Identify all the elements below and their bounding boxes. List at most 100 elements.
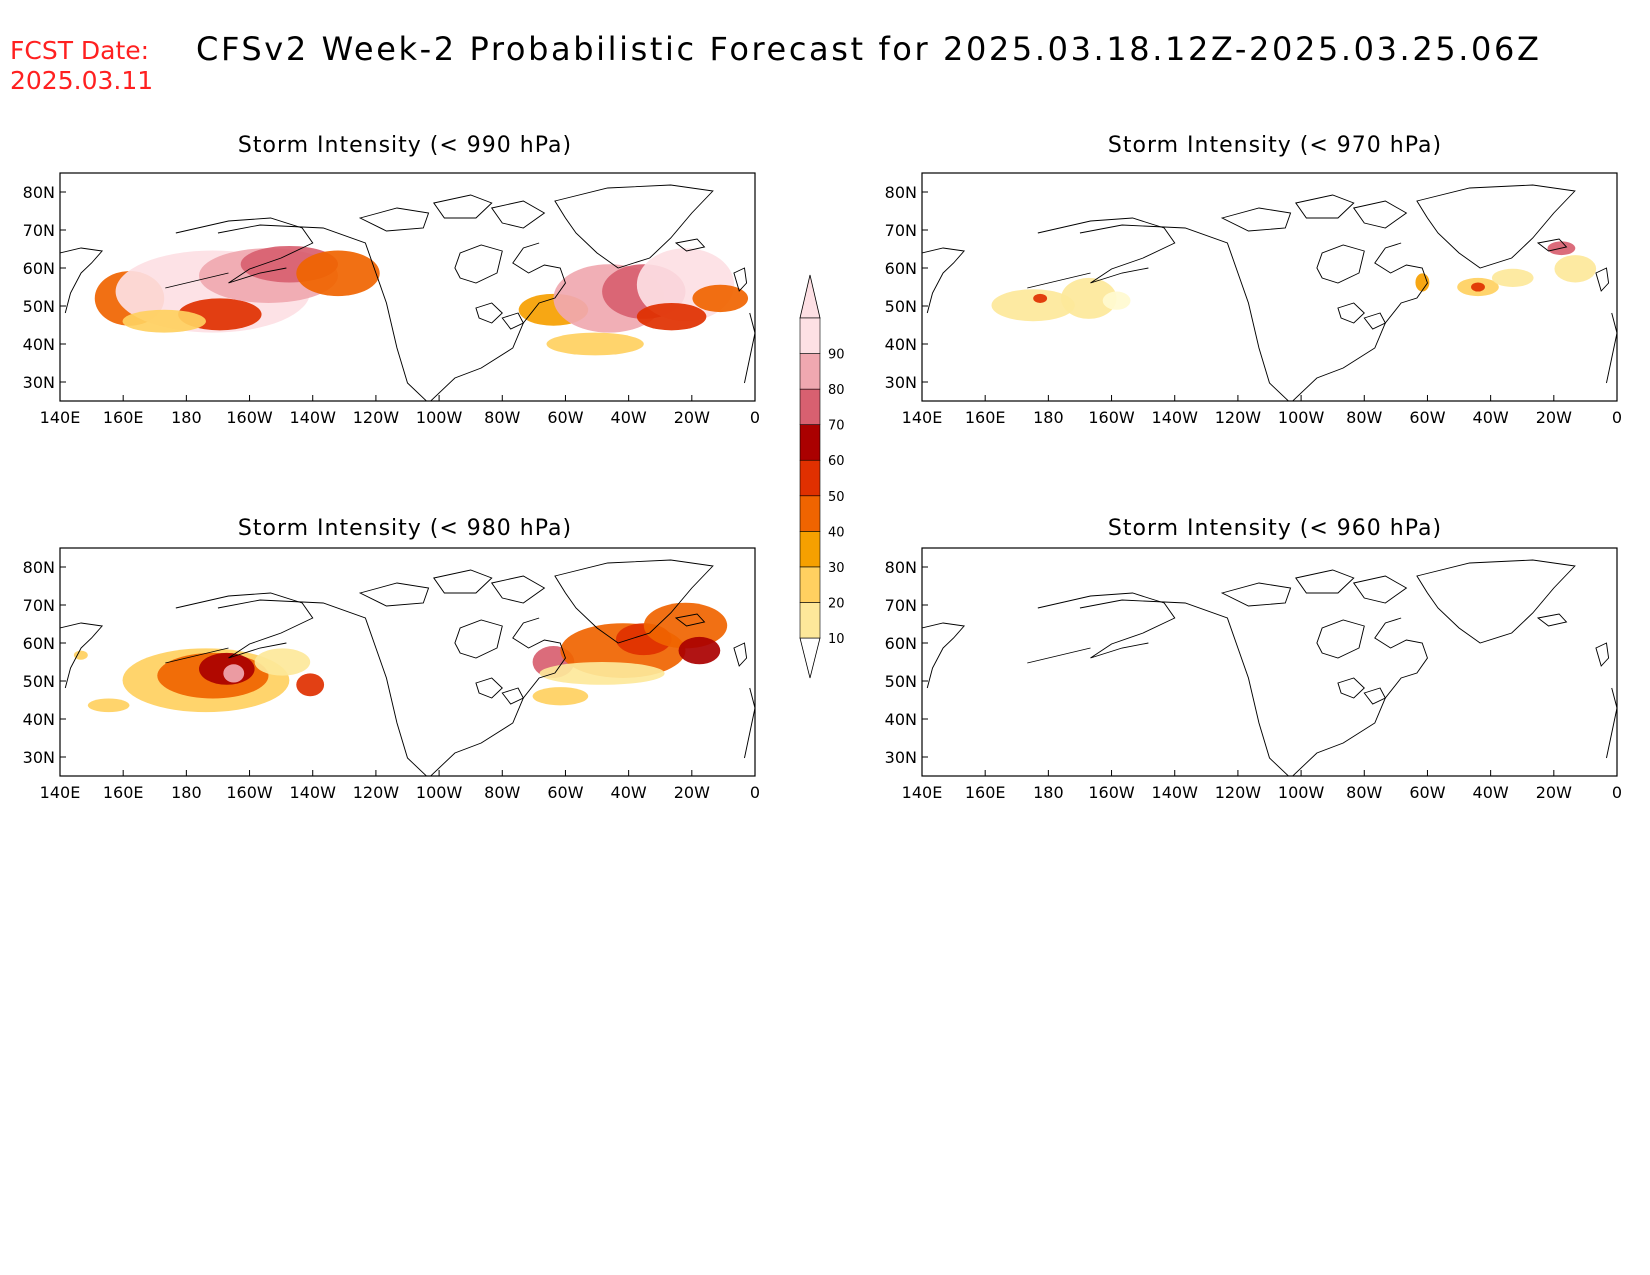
page-title: CFSv2 Week-2 Probabilistic Forecast for … — [196, 30, 1542, 68]
probability-area — [1491, 268, 1534, 287]
colorbar-tick-label: 20 — [828, 596, 845, 611]
map-panel-1: 140E 160E 180 160W 140W 120W 100W 80W 60W 40W 20W 0… — [885, 172, 1622, 427]
lon-tick-label: 80W — [484, 408, 520, 427]
colorbar-swatch — [799, 495, 821, 532]
probability-area — [296, 250, 380, 297]
map-panel-0: 140E 160E 180 160W 140W 120W 100W 80W 60W 40W 20W 0… — [23, 172, 760, 427]
map-panel-3: 140E 160E 180 160W 140W 120W 100W 80W 60W 40W 20W 0… — [885, 547, 1622, 802]
probability-area — [254, 648, 311, 676]
lat-tick-label: 60N — [23, 259, 55, 278]
lon-tick-label: 100W — [416, 783, 463, 802]
forecast-date-value: 2025.03.11 — [10, 66, 154, 95]
panel-title-980: Storm Intensity (< 980 hPa) — [237, 516, 573, 541]
lon-tick-label: 0 — [1612, 783, 1622, 802]
lon-tick-label: 180 — [171, 783, 202, 802]
lon-tick-label: 160W — [1088, 408, 1135, 427]
lat-tick-label: 30N — [885, 748, 917, 767]
probability-area — [546, 332, 644, 356]
lat-tick-label: 60N — [885, 259, 917, 278]
lon-tick-label: 180 — [171, 408, 202, 427]
lat-tick-label: 50N — [885, 672, 917, 691]
lat-tick-label: 50N — [23, 672, 55, 691]
lon-tick-label: 140W — [290, 783, 337, 802]
lon-tick-label: 120W — [353, 408, 400, 427]
lon-tick-label: 0 — [750, 783, 760, 802]
lat-tick-label: 80N — [23, 183, 55, 202]
lon-tick-label: 160W — [1088, 783, 1135, 802]
lon-tick-label: 60W — [1409, 783, 1445, 802]
map-frame — [59, 172, 756, 402]
lon-tick-label: 120W — [353, 783, 400, 802]
lat-tick-label: 70N — [885, 221, 917, 240]
lat-tick-label: 80N — [885, 558, 917, 577]
lon-tick-label: 120W — [1215, 783, 1262, 802]
probability-area — [539, 662, 665, 685]
lon-tick-label: 140E — [902, 408, 943, 427]
probability-area — [636, 302, 707, 331]
lon-tick-label: 40W — [611, 408, 647, 427]
lon-tick-label: 140E — [40, 408, 81, 427]
panel-title-960: Storm Intensity (< 960 hPa) — [1107, 516, 1443, 541]
lon-tick-label: 160W — [226, 408, 273, 427]
lon-tick-label: 180 — [1033, 408, 1064, 427]
lon-tick-label: 140W — [1152, 783, 1199, 802]
lon-tick-label: 100W — [416, 408, 463, 427]
probability-area — [678, 636, 721, 665]
colorbar-swatch — [799, 531, 821, 568]
lon-tick-label: 20W — [1536, 408, 1572, 427]
lat-tick-label: 30N — [23, 748, 55, 767]
probability-area — [73, 650, 88, 660]
colorbar-tick-label: 90 — [828, 348, 845, 363]
colorbar-top-arrow — [799, 274, 821, 319]
colorbar-legend: 10 20 30 40 50 60 70 80 90 — [799, 274, 845, 679]
lon-tick-label: 180 — [1033, 783, 1064, 802]
lon-tick-label: 100W — [1278, 408, 1325, 427]
lat-tick-label: 60N — [885, 634, 917, 653]
lat-tick-label: 80N — [885, 183, 917, 202]
colorbar-swatch — [799, 424, 821, 461]
colorbar-swatch — [799, 602, 821, 639]
lon-tick-label: 80W — [1346, 783, 1382, 802]
colorbar-bottom-arrow — [799, 637, 821, 679]
lon-tick-label: 160E — [965, 408, 1006, 427]
lon-tick-label: 20W — [674, 783, 710, 802]
colorbar-swatch — [799, 459, 821, 497]
probability-area — [296, 673, 325, 697]
map-panel-2: 140E 160E 180 160W 140W 120W 100W 80W 60W 40W 20W 0… — [23, 547, 760, 802]
lon-tick-label: 60W — [1409, 408, 1445, 427]
colorbar-swatch — [799, 353, 821, 390]
coastline — [922, 559, 1617, 776]
probability-area — [1471, 282, 1485, 292]
lat-tick-label: 80N — [23, 558, 55, 577]
probability-area — [1554, 255, 1597, 283]
probability-area — [1033, 293, 1048, 303]
lon-tick-label: 80W — [1346, 408, 1382, 427]
forecast-date-label: FCST Date: — [10, 36, 150, 65]
lat-tick-label: 60N — [23, 634, 55, 653]
colorbar-tick-label: 30 — [828, 561, 845, 576]
lon-tick-label: 160E — [103, 408, 144, 427]
map-frame — [921, 172, 1618, 402]
lon-tick-label: 100W — [1278, 783, 1325, 802]
lon-tick-label: 80W — [484, 783, 520, 802]
lat-tick-label: 70N — [23, 596, 55, 615]
lon-tick-label: 0 — [1612, 408, 1622, 427]
probability-area — [1102, 291, 1131, 310]
probability-area — [532, 687, 589, 706]
lat-tick-label: 70N — [23, 221, 55, 240]
lat-tick-label: 50N — [885, 297, 917, 316]
lon-tick-label: 160E — [103, 783, 144, 802]
lat-tick-label: 40N — [23, 710, 55, 729]
lon-tick-label: 20W — [674, 408, 710, 427]
lat-tick-label: 30N — [23, 373, 55, 392]
lon-tick-label: 40W — [1473, 408, 1509, 427]
probability-area — [223, 664, 245, 683]
colorbar-swatch — [799, 566, 821, 603]
colorbar-tick-label: 10 — [828, 632, 845, 647]
lat-tick-label: 40N — [23, 335, 55, 354]
colorbar-tick-label: 80 — [828, 383, 845, 398]
lon-tick-label: 40W — [611, 783, 647, 802]
map-frame — [921, 547, 1618, 777]
colorbar-swatch — [799, 388, 821, 425]
